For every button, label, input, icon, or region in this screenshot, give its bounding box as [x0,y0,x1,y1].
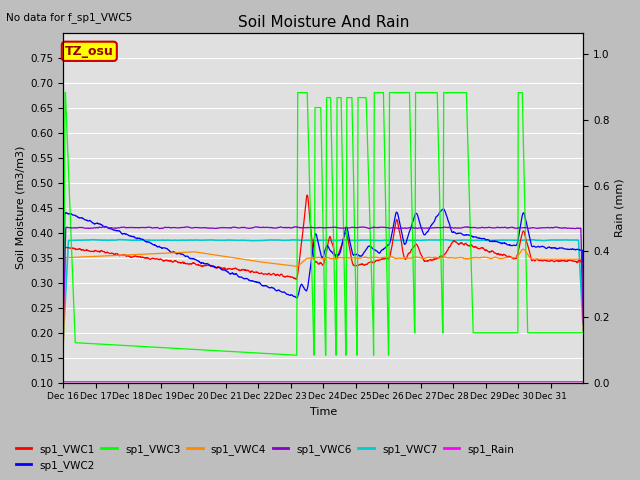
Text: TZ_osu: TZ_osu [65,45,114,58]
Legend: sp1_VWC1, sp1_VWC2, sp1_VWC3, sp1_VWC4, sp1_VWC6, sp1_VWC7, sp1_Rain: sp1_VWC1, sp1_VWC2, sp1_VWC3, sp1_VWC4, … [12,439,518,475]
X-axis label: Time: Time [310,407,337,417]
Title: Soil Moisture And Rain: Soil Moisture And Rain [237,15,409,30]
Text: No data for f_sp1_VWC5: No data for f_sp1_VWC5 [6,12,132,23]
Y-axis label: Soil Moisture (m3/m3): Soil Moisture (m3/m3) [15,146,25,269]
Y-axis label: Rain (mm): Rain (mm) [615,179,625,237]
